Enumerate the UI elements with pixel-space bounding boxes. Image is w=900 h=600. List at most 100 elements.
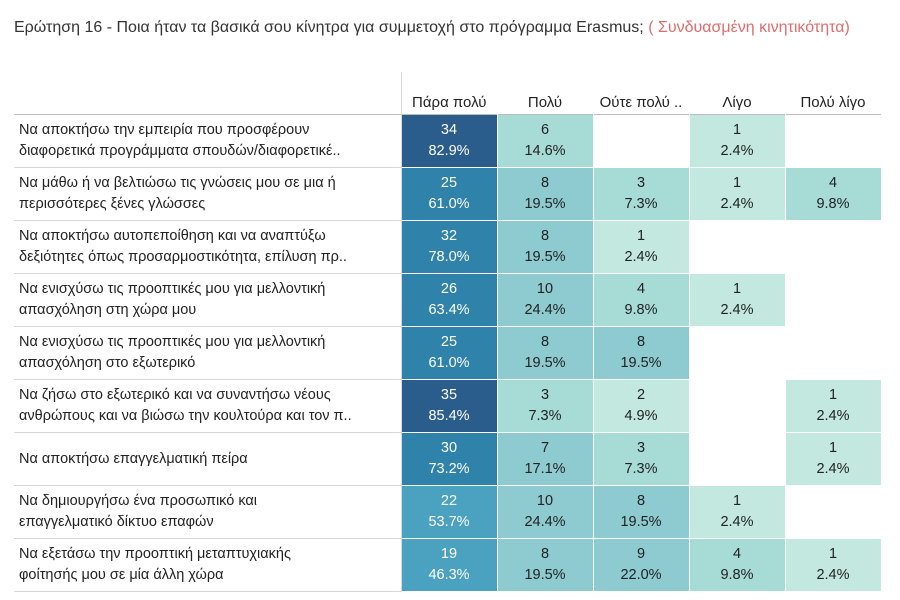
row-label-line: απασχόληση στη χώρα μου	[19, 302, 197, 318]
cell-percent: 9.8%	[720, 567, 754, 583]
heatmap-cell: 4 9.8%	[785, 167, 882, 221]
cell-percent: 61.0%	[428, 196, 470, 212]
cell-count: 3	[636, 440, 646, 456]
heatmap-cell: 19 46.3%	[401, 538, 498, 592]
cell-percent: 7.3%	[624, 196, 658, 212]
cell-percent: 24.4%	[524, 302, 566, 318]
cell-count: 1	[732, 493, 742, 509]
table-row: Να ζήσω στο εξωτερικό και να συναντήσω ν…	[14, 379, 882, 433]
row-label-line: απασχόληση στο εξωτερικό	[19, 355, 196, 371]
cell-percent: 24.4%	[524, 514, 566, 530]
cell-percent: 9.8%	[816, 196, 850, 212]
heatmap-cell: 1 2.4%	[785, 432, 882, 486]
heatmap-cell-empty	[785, 114, 882, 168]
heatmap-cell-empty	[785, 485, 882, 539]
cell-count: 1	[636, 228, 646, 244]
row-label-line: φοίτησής μου σε μία άλλη χώρα	[19, 567, 224, 583]
heatmap-cell: 34 82.9%	[401, 114, 498, 168]
cell-count: 9	[636, 546, 646, 562]
cell-percent: 82.9%	[428, 143, 470, 159]
cell-count: 8	[540, 334, 550, 350]
heatmap-cell: 1 2.4%	[785, 538, 882, 592]
cell-count: 26	[440, 281, 458, 297]
cell-percent: 19.5%	[524, 249, 566, 265]
cell-percent: 2.4%	[816, 567, 850, 583]
row-label: Να αποκτήσω αυτοπεποίθηση και να αναπτύξ…	[14, 220, 402, 274]
column-header: Πολύ λίγο	[800, 94, 866, 111]
heatmap-cell-empty	[689, 220, 786, 274]
heatmap-cell: 26 63.4%	[401, 273, 498, 327]
cell-count: 6	[540, 122, 550, 138]
cell-percent: 7.3%	[624, 461, 658, 477]
cell-count: 10	[536, 281, 554, 297]
heatmap-cell: 4 9.8%	[593, 273, 690, 327]
heatmap-cell: 30 73.2%	[401, 432, 498, 486]
cell-percent: 2.4%	[720, 196, 754, 212]
cell-percent: 22.0%	[620, 567, 662, 583]
table-row: Να αποκτήσω επαγγελματική πείρα 30 73.2% 7 1…	[14, 432, 882, 486]
cell-percent: 2.4%	[816, 408, 850, 424]
cell-count: 4	[732, 546, 742, 562]
chart-title-main: Ερώτηση 16 - Ποια ήταν τα βασικά σου κίν…	[14, 19, 649, 36]
row-label: Να ενισχύσω τις προοπτικές μου για μελλο…	[14, 326, 402, 380]
cell-percent: 19.5%	[620, 355, 662, 371]
column-header: Πάρα πολύ	[412, 94, 487, 111]
cell-count: 10	[536, 493, 554, 509]
heatmap-cell: 8 19.5%	[593, 326, 690, 380]
row-label-line: Να αποκτήσω επαγγελματική πείρα	[19, 450, 248, 467]
cell-count: 25	[440, 334, 458, 350]
row-label-line: Να αποκτήσω αυτοπεποίθηση και να αναπτύξ…	[19, 228, 326, 244]
row-header-corner	[14, 72, 402, 115]
cell-percent: 73.2%	[428, 461, 470, 477]
row-label: Να δημιουργήσω ένα προσωπικό και επαγγελμ…	[14, 485, 402, 539]
cell-count: 35	[440, 387, 458, 403]
heatmap-cell: 1 2.4%	[689, 485, 786, 539]
cell-count: 30	[440, 440, 458, 456]
cell-count: 25	[440, 175, 458, 191]
cell-percent: 19.5%	[524, 196, 566, 212]
heatmap-cell: 1 2.4%	[593, 220, 690, 274]
cell-count: 34	[440, 122, 458, 138]
row-label-line: περισσότερες ξένες γλώσσες	[19, 196, 206, 212]
heatmap-cell-empty	[593, 114, 690, 168]
cell-count: 32	[440, 228, 458, 244]
cell-count: 1	[828, 387, 838, 403]
heatmap-cell: 10 24.4%	[497, 273, 594, 327]
heatmap-cell: 25 61.0%	[401, 167, 498, 221]
heatmap-cell: 35 85.4%	[401, 379, 498, 433]
row-label-line: ανθρώπους και να βιώσω την κουλτούρα και…	[19, 408, 352, 424]
heatmap-cell: 7 17.1%	[497, 432, 594, 486]
table-row: Να ενισχύσω τις προοπτικές μου για μελλο…	[14, 273, 882, 327]
row-label: Να ζήσω στο εξωτερικό και να συναντήσω ν…	[14, 379, 402, 433]
table-row: Να εξετάσω την προοπτική μεταπτυχιακής φο…	[14, 538, 882, 592]
heatmap-cell: 2 4.9%	[593, 379, 690, 433]
cell-percent: 61.0%	[428, 355, 470, 371]
table-body: Να αποκτήσω την εμπειρία που προσφέρουν δ…	[14, 114, 882, 592]
heatmap-cell-empty	[689, 432, 786, 486]
row-label-line: δεξιότητες όπως προσαρμοστικότητα, επίλυ…	[19, 249, 347, 265]
cell-percent: 2.4%	[720, 143, 754, 159]
cell-percent: 7.3%	[528, 408, 562, 424]
cell-percent: 4.9%	[624, 408, 658, 424]
cell-percent: 2.4%	[720, 302, 754, 318]
cell-percent: 85.4%	[428, 408, 470, 424]
heatmap-cell: 1 2.4%	[785, 379, 882, 433]
row-label: Να αποκτήσω την εμπειρία που προσφέρουν δ…	[14, 114, 402, 168]
cell-count: 1	[732, 281, 742, 297]
table-row: Να μάθω ή να βελτιώσω τις γνώσεις μου σε…	[14, 167, 882, 221]
row-label-line: επαγγελματικό δίκτυο επαφών	[19, 514, 214, 530]
row-label-line: διαφορετικά προγράμματα σπουδών/διαφορετ…	[19, 143, 341, 159]
heatmap-cell: 8 19.5%	[497, 326, 594, 380]
heatmap-cell: 25 61.0%	[401, 326, 498, 380]
cell-count: 4	[636, 281, 646, 297]
row-label-line: Να εξετάσω την προοπτική μεταπτυχιακής	[19, 546, 291, 562]
heatmap-cell: 8 19.5%	[497, 167, 594, 221]
cell-percent: 9.8%	[624, 302, 658, 318]
cell-count: 8	[636, 334, 646, 350]
row-label: Να εξετάσω την προοπτική μεταπτυχιακής φο…	[14, 538, 402, 592]
cell-count: 8	[540, 546, 550, 562]
row-label-line: Να ενισχύσω τις προοπτικές μου για μελλο…	[19, 281, 326, 297]
heatmap-cell: 1 2.4%	[689, 114, 786, 168]
cell-count: 22	[440, 493, 458, 509]
heatmap-cell-empty	[689, 326, 786, 380]
